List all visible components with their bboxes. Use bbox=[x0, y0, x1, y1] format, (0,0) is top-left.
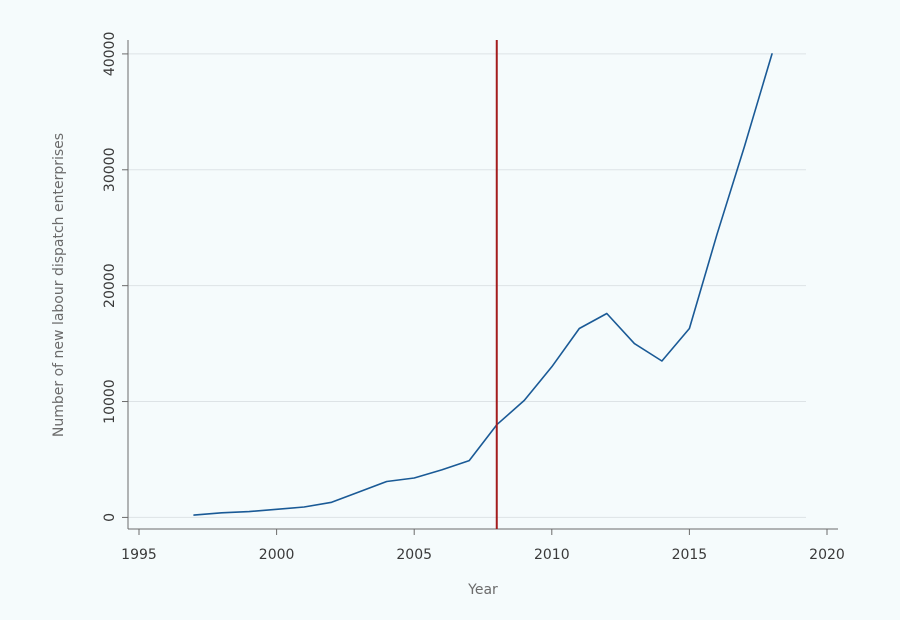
data-point bbox=[275, 507, 279, 511]
x-tick-label: 2015 bbox=[672, 547, 708, 563]
data-point bbox=[330, 500, 334, 504]
gridlines bbox=[128, 53, 806, 518]
y-tick-label: 40000 bbox=[102, 32, 118, 77]
data-point bbox=[577, 327, 581, 331]
y-tick-label: 0 bbox=[102, 513, 118, 522]
data-point bbox=[220, 511, 224, 515]
y-tick-label: 20000 bbox=[102, 263, 118, 308]
data-point bbox=[715, 233, 719, 237]
y-tick-label: 10000 bbox=[102, 379, 118, 424]
y-axis-title: Number of new labour dispatch enterprise… bbox=[51, 133, 67, 437]
x-tick-label: 2005 bbox=[396, 547, 432, 563]
data-point bbox=[770, 52, 774, 56]
data-point bbox=[687, 327, 691, 331]
data-point bbox=[550, 365, 554, 369]
data-point bbox=[605, 311, 609, 315]
data-point bbox=[302, 505, 306, 509]
data-point bbox=[247, 510, 251, 514]
data-point bbox=[467, 459, 471, 463]
x-tick-label: 1995 bbox=[121, 547, 157, 563]
y-tick-label: 30000 bbox=[102, 148, 118, 193]
data-point bbox=[440, 468, 444, 472]
data-point bbox=[357, 490, 361, 494]
x-axis-title: Year bbox=[467, 582, 498, 598]
x-tick-label: 2000 bbox=[259, 547, 295, 563]
data-point bbox=[660, 359, 664, 363]
data-point bbox=[742, 145, 746, 149]
axes: 0 10000 20000 30000 40000 1995 2000 2005 2010 201… bbox=[102, 32, 845, 563]
x-tick-label: 2010 bbox=[534, 547, 570, 563]
data-point bbox=[522, 398, 526, 402]
data-point bbox=[412, 476, 416, 480]
x-tick-label: 2020 bbox=[809, 547, 845, 563]
data-point bbox=[632, 342, 636, 346]
data-point bbox=[385, 479, 389, 483]
series-layer bbox=[192, 52, 774, 517]
data-point bbox=[192, 513, 196, 517]
series-line bbox=[193, 53, 773, 516]
